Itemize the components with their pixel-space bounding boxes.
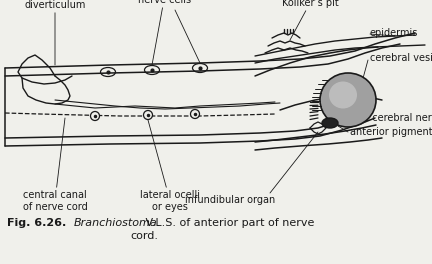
Text: infundibular organ: infundibular organ [185, 195, 275, 205]
Text: Koliker’s pit: Koliker’s pit [282, 0, 338, 40]
Ellipse shape [320, 73, 376, 127]
Text: cord.: cord. [130, 231, 158, 241]
Text: central canal
of nerve cord: central canal of nerve cord [22, 118, 87, 212]
Text: V.L.S. of anterior part of nerve: V.L.S. of anterior part of nerve [142, 218, 314, 228]
Text: anterior pigment spot: anterior pigment spot [350, 127, 432, 137]
Circle shape [143, 111, 152, 120]
Text: Fig. 6.26.: Fig. 6.26. [7, 218, 66, 228]
Circle shape [191, 110, 200, 119]
Text: Branchiostoma.: Branchiostoma. [74, 218, 161, 228]
Ellipse shape [322, 118, 338, 128]
Circle shape [90, 111, 99, 120]
Ellipse shape [329, 82, 357, 109]
Text: giant
nerve cells: giant nerve cells [138, 0, 191, 65]
Text: cerebral vesicle: cerebral vesicle [370, 53, 432, 63]
Text: dorsal
diverticulum: dorsal diverticulum [24, 0, 86, 65]
Text: epidermis: epidermis [370, 28, 418, 38]
Text: lateral ocelli
or eyes: lateral ocelli or eyes [140, 120, 200, 212]
Text: first cerebral nerve: first cerebral nerve [350, 113, 432, 123]
